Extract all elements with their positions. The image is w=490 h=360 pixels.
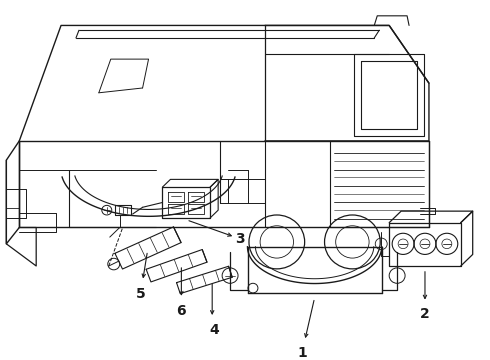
- Text: 3: 3: [235, 232, 245, 246]
- Text: 1: 1: [298, 346, 308, 360]
- Text: 6: 6: [176, 304, 186, 318]
- Text: 2: 2: [420, 307, 430, 321]
- Text: 4: 4: [209, 323, 219, 337]
- Text: 5: 5: [136, 287, 146, 301]
